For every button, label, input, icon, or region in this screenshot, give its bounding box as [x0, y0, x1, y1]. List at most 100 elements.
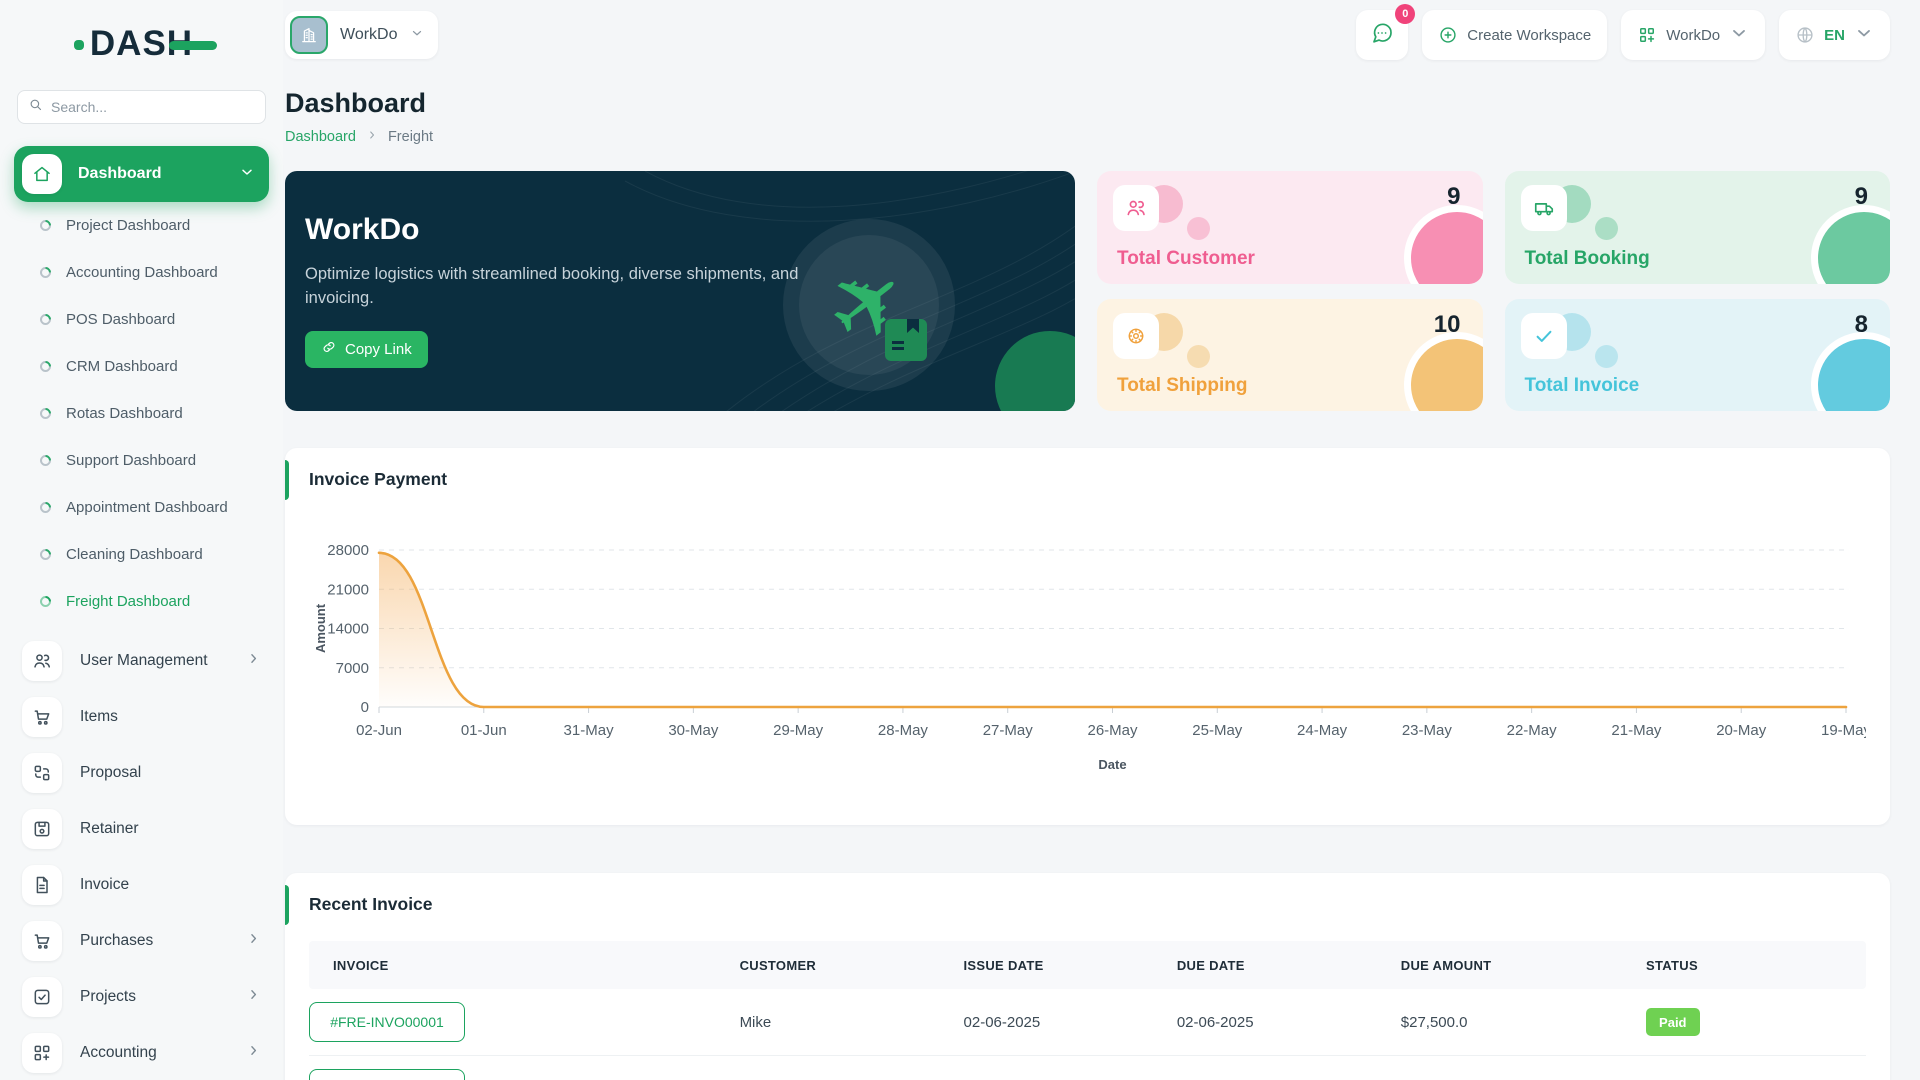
decorative-circle [1187, 217, 1210, 240]
x-tick-label: 22-May [1507, 722, 1558, 739]
nav-item-label: Purchases [80, 932, 154, 949]
column-header-due-date: DUE DATE [1176, 957, 1245, 973]
grid-plus-icon [1637, 25, 1657, 45]
x-tick-label: 27-May [983, 722, 1034, 739]
x-tick-label: 21-May [1611, 722, 1662, 739]
sidebar-subitem-support-dashboard[interactable]: Support Dashboard [14, 437, 269, 484]
nav-item-label: Proposal [80, 764, 142, 781]
cell-issue-date: 02-06-2025 [963, 1013, 1041, 1031]
stat-value: 8 [1854, 310, 1868, 338]
chevron-right-icon [246, 651, 261, 671]
status-ring-icon [37, 217, 54, 234]
customers-icon [1113, 185, 1159, 231]
messages-button[interactable]: 0 [1356, 4, 1416, 60]
sidebar-subitem-project-dashboard[interactable]: Project Dashboard [14, 202, 269, 249]
sidebar-subitem-rotas-dashboard[interactable]: Rotas Dashboard [14, 390, 269, 437]
sidebar-item-items[interactable]: Items [14, 697, 269, 737]
x-tick-label: 01-Jun [461, 722, 507, 739]
shipping-icon [1113, 312, 1159, 359]
invoice-payment-chart: 0 7000 14000 21000 28000 02-Jun 01-Jun 31-May 30… [313, 542, 1866, 772]
stat-card-total-invoice: 8 Total Invoice [1504, 298, 1890, 411]
sidebar-subitem-appointment-dashboard[interactable]: Appointment Dashboard [14, 484, 269, 531]
language-selector[interactable]: EN [1779, 10, 1890, 60]
sidebar-subitem-pos-dashboard[interactable]: POS Dashboard [14, 296, 269, 343]
nav-item-label: Items [80, 708, 118, 725]
workspace-menu-label: WorkDo [1666, 26, 1721, 44]
table-row-partial [309, 1056, 1866, 1080]
subitem-label: CRM Dashboard [66, 358, 178, 375]
sidebar-item-projects[interactable]: Projects [14, 977, 269, 1017]
column-header-due-amount: DUE AMOUNT [1400, 957, 1492, 973]
search-icon [28, 97, 43, 117]
retainer-icon [22, 809, 62, 849]
nav-item-label: Invoice [80, 876, 130, 893]
chevron-down-icon [239, 164, 255, 185]
brand-logo[interactable]: DASH [73, 24, 218, 64]
create-workspace-button[interactable]: Create Workspace [1422, 10, 1608, 60]
sidebar-item-label: Dashboard [78, 165, 162, 182]
stat-card-total-customer: 9 Total Customer [1097, 171, 1483, 284]
table-row: #FRE-INVO00001 Mike 02-06-2025 02-06-202… [309, 989, 1866, 1056]
cell-customer: Mike [739, 1013, 772, 1031]
logo-bar [169, 41, 218, 50]
chart-wrap: 0 7000 14000 21000 28000 02-Jun 01-Jun 31-May 30… [285, 490, 1890, 790]
cart-icon [22, 697, 62, 737]
search-box[interactable] [17, 90, 266, 124]
sidebar-item-accounting[interactable]: Accounting [14, 1033, 269, 1073]
stat-value: 9 [1854, 183, 1868, 210]
chevron-right-icon [246, 987, 261, 1007]
topbar: WorkDo 0 Create Workspace WorkDo [285, 4, 1890, 62]
card-accent-bar [285, 460, 289, 500]
dashboard-submenu: Project Dashboard Accounting Dashboard POS… [14, 202, 269, 625]
sidebar-nav: User Management Items Proposal Retainer … [14, 641, 269, 1073]
hero-description: Optimize logistics with streamlined book… [305, 265, 799, 307]
sidebar-item-dashboard[interactable]: Dashboard [14, 146, 269, 202]
subitem-label: POS Dashboard [66, 311, 176, 328]
invoice-link[interactable]: #FRE-INVO00001 [309, 1002, 465, 1042]
x-tick-label: 20-May [1716, 722, 1767, 739]
chevron-down-icon [1854, 23, 1874, 47]
invoice-check-icon [1520, 312, 1567, 359]
sidebar-subitem-freight-dashboard[interactable]: Freight Dashboard [14, 578, 269, 625]
subitem-label: Project Dashboard [66, 217, 191, 234]
sidebar-subitem-accounting-dashboard[interactable]: Accounting Dashboard [14, 249, 269, 296]
sidebar-subitem-crm-dashboard[interactable]: CRM Dashboard [14, 343, 269, 390]
copy-link-label: Copy Link [345, 340, 412, 358]
corner-shape [1811, 204, 1890, 284]
card-accent-bar [285, 885, 289, 925]
x-tick-label: 26-May [1087, 722, 1138, 739]
sidebar-item-invoice[interactable]: Invoice [14, 865, 269, 905]
stats-grid: 9 Total Customer 9 Total Booking 10 Tota… [1097, 171, 1890, 411]
sidebar-subitem-cleaning-dashboard[interactable]: Cleaning Dashboard [14, 531, 269, 578]
recent-invoice-card: Recent Invoice INVOICE CUSTOMER ISSUE DATE… [285, 873, 1890, 1080]
column-header-invoice: INVOICE [333, 957, 389, 973]
workspace-menu-button[interactable]: WorkDo [1621, 10, 1766, 60]
breadcrumb-dashboard-link[interactable]: Dashboard [285, 129, 356, 145]
package-icon [885, 319, 927, 361]
sidebar-item-retainer[interactable]: Retainer [14, 809, 269, 849]
table-header-row: INVOICE CUSTOMER ISSUE DATE DUE DATE DUE AMO… [309, 941, 1866, 989]
sidebar-item-user-management[interactable]: User Management [14, 641, 269, 681]
decorative-circle [1594, 344, 1618, 368]
cart-icon [22, 921, 62, 961]
projects-icon [22, 977, 62, 1017]
status-ring-icon [37, 452, 54, 469]
stat-label: Total Customer [1117, 247, 1255, 269]
table-card-title: Recent Invoice [309, 894, 433, 914]
breadcrumb: Dashboard Freight [285, 129, 1890, 145]
column-header-status: STATUS [1646, 957, 1698, 973]
chevron-right-icon [366, 129, 378, 145]
stat-card-total-shipping: 10 Total Shipping [1097, 298, 1483, 411]
hero-corner-shape [995, 331, 1075, 411]
stat-value: 9 [1447, 183, 1461, 210]
status-ring-icon [37, 311, 54, 328]
sidebar-item-purchases[interactable]: Purchases [14, 921, 269, 961]
chevron-right-icon [246, 931, 261, 951]
workspace-selector[interactable]: WorkDo [285, 11, 438, 59]
search-input[interactable] [51, 99, 255, 115]
sidebar-item-proposal[interactable]: Proposal [14, 753, 269, 793]
invoice-link[interactable] [309, 1069, 465, 1080]
subitem-label: Accounting Dashboard [66, 264, 218, 281]
copy-link-button[interactable]: Copy Link [305, 330, 428, 368]
